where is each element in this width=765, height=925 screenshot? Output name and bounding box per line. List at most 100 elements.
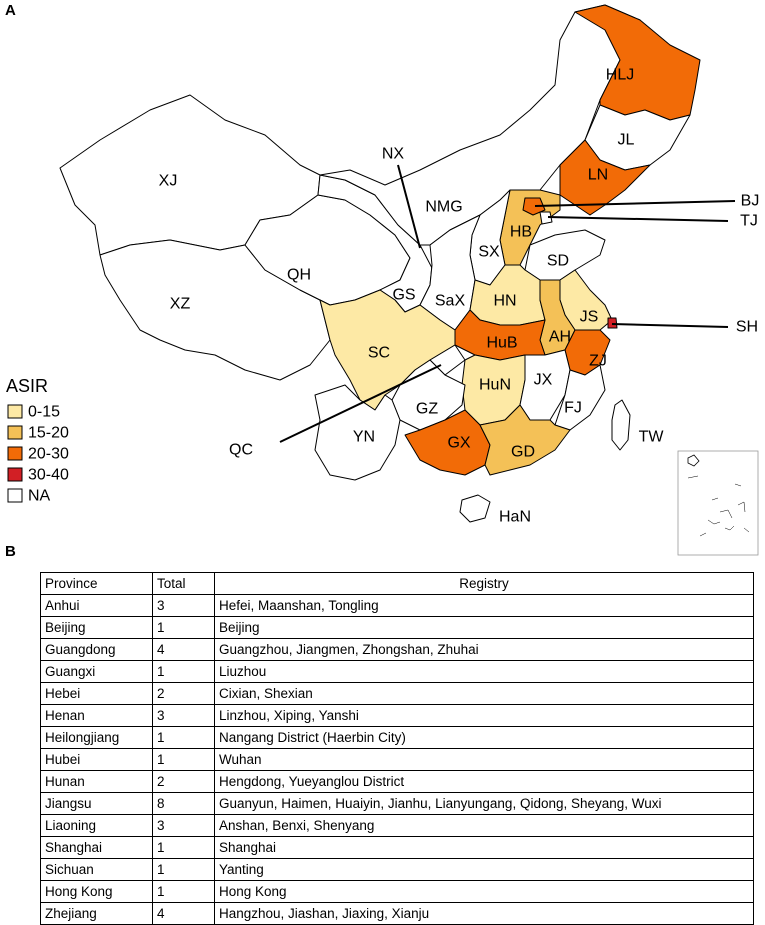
label-tw: TW <box>639 429 665 446</box>
cell-province: Hebei <box>40 682 153 705</box>
label-jl: JL <box>618 132 635 149</box>
label-sx: SX <box>478 244 500 261</box>
header-registry: Registry <box>214 572 754 595</box>
cell-registry: Hong Kong <box>214 880 754 903</box>
legend-swatch <box>7 425 23 440</box>
province-tw <box>611 399 631 451</box>
inset-island <box>734 483 742 487</box>
cell-registry: Linzhou, Xiping, Yanshi <box>214 704 754 727</box>
label-ln: LN <box>588 167 608 184</box>
inset-island <box>743 527 750 533</box>
cell-total: 1 <box>152 616 215 639</box>
label-sd: SD <box>547 253 569 270</box>
label-hun: HuN <box>479 377 511 394</box>
header-total: Total <box>152 572 215 595</box>
label-sc: SC <box>368 345 390 362</box>
panel-label-a: A <box>5 2 16 19</box>
cell-total: 1 <box>152 660 215 683</box>
label-qc: QC <box>229 442 253 459</box>
label-nmg: NMG <box>425 199 462 216</box>
label-xj: XJ <box>159 173 178 190</box>
cell-total: 2 <box>152 682 215 705</box>
legend-title: ASIR <box>6 376 48 396</box>
cell-total: 8 <box>152 792 215 815</box>
cell-total: 1 <box>152 726 215 749</box>
label-nx: NX <box>382 146 405 163</box>
cell-province: Hunan <box>40 770 153 793</box>
legend-label: 20-30 <box>28 446 69 463</box>
province-tj <box>539 211 553 225</box>
table-row: Guangxi 1 Liuzhou <box>40 660 754 683</box>
cell-province: Liaoning <box>40 814 153 837</box>
cell-province: Sichuan <box>40 858 153 881</box>
cell-province: Henan <box>40 704 153 727</box>
cell-province: Hong Kong <box>40 880 153 903</box>
label-gx: GX <box>447 435 470 452</box>
label-qh: QH <box>287 267 311 284</box>
header-province: Province <box>40 572 153 595</box>
table-row: Sichuan 1 Yanting <box>40 858 754 881</box>
label-xz: XZ <box>170 296 191 313</box>
label-hn: HN <box>493 293 516 310</box>
label-jx: JX <box>534 372 553 389</box>
legend-swatch <box>7 404 23 419</box>
legend-swatch <box>7 488 23 503</box>
table-row: Beijing 1 Beijing <box>40 616 754 639</box>
table-row: Guangdong 4 Guangzhou, Jiangmen, Zhongshan… <box>40 638 754 661</box>
cell-total: 1 <box>152 880 215 903</box>
cell-total: 4 <box>152 638 215 661</box>
cell-registry: Anshan, Benxi, Shenyang <box>214 814 754 837</box>
table-row: Hong Kong 1 Hong Kong <box>40 880 754 903</box>
table-row: Henan 3 Linzhou, Xiping, Yanshi <box>40 704 754 727</box>
label-sax: SaX <box>435 293 466 310</box>
table-row: Anhui 3 Hefei, Maanshan, Tongling <box>40 594 754 617</box>
panel-label-b: B <box>5 543 16 560</box>
china-asir-map: HLJ JL LN BJ TJ NX XJ NMG HB SX SD QH XZ… <box>6 4 759 556</box>
cell-total: 3 <box>152 594 215 617</box>
inset-island <box>711 497 719 501</box>
inset-island <box>687 475 699 479</box>
province-han <box>459 494 491 523</box>
leader-line-bj <box>534 200 736 207</box>
table-row: Zhejiang 4 Hangzhou, Jiashan, Jiaxing, Xia… <box>40 902 754 925</box>
cell-registry: Yanting <box>214 858 754 881</box>
table-row: Hubei 1 Wuhan <box>40 748 754 771</box>
province-xz <box>99 239 331 381</box>
cell-registry: Shanghai <box>214 836 754 859</box>
province-gd <box>479 404 571 476</box>
label-fj: FJ <box>564 400 582 417</box>
cell-total: 3 <box>152 814 215 837</box>
cell-province: Jiangsu <box>40 792 153 815</box>
cell-province: Anhui <box>40 594 153 617</box>
cell-province: Hubei <box>40 748 153 771</box>
label-yn: YN <box>353 429 375 446</box>
leader-line-sh <box>611 323 729 328</box>
legend: ASIR 0-15 15-20 20-30 30-40 NA <box>6 376 69 505</box>
table-row: Liaoning 3 Anshan, Benxi, Shenyang <box>40 814 754 837</box>
inset-island <box>699 532 707 537</box>
label-ah: AH <box>549 329 571 346</box>
cell-registry: Hangzhou, Jiashan, Jiaxing, Xianju <box>214 902 754 925</box>
cell-province: Heilongjiang <box>40 726 153 749</box>
legend-swatch <box>7 467 23 482</box>
inset-island <box>707 519 721 525</box>
cell-total: 1 <box>152 858 215 881</box>
cell-province: Guangxi <box>40 660 153 683</box>
label-sh: SH <box>736 319 758 336</box>
province-sh <box>607 317 618 329</box>
cell-province: Beijing <box>40 616 153 639</box>
table-row: Heilongjiang 1 Nangang District (Haerbin C… <box>40 726 754 749</box>
cell-total: 1 <box>152 748 215 771</box>
cell-registry: Wuhan <box>214 748 754 771</box>
cell-total: 3 <box>152 704 215 727</box>
label-gs: GS <box>392 287 415 304</box>
label-gd: GD <box>511 444 535 461</box>
legend-swatch <box>7 446 23 461</box>
legend-label: 30-40 <box>28 467 69 484</box>
registry-table: Province Total Registry Anhui 3 Hefei, Maa… <box>40 572 754 925</box>
label-hub: HuB <box>486 335 517 352</box>
table-row: Hebei 2 Cixian, Shexian <box>40 682 754 705</box>
cell-province: Guangdong <box>40 638 153 661</box>
leader-line-tj <box>547 216 729 222</box>
inset-frame <box>677 450 759 556</box>
